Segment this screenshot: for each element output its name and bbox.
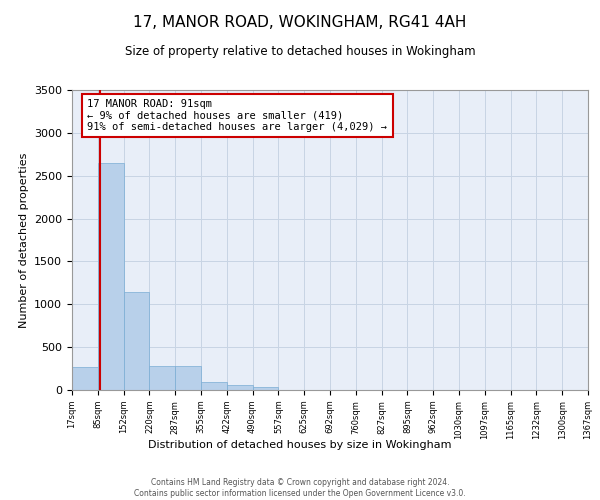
- Text: Contains HM Land Registry data © Crown copyright and database right 2024.
Contai: Contains HM Land Registry data © Crown c…: [134, 478, 466, 498]
- Bar: [98, 163, 124, 390]
- Bar: [149, 366, 175, 390]
- Text: 17 MANOR ROAD: 91sqm
← 9% of detached houses are smaller (419)
91% of semi-detac: 17 MANOR ROAD: 91sqm ← 9% of detached ho…: [88, 99, 388, 132]
- Text: Size of property relative to detached houses in Wokingham: Size of property relative to detached ho…: [125, 45, 475, 58]
- Bar: [253, 387, 278, 390]
- Bar: [72, 367, 98, 390]
- Bar: [124, 292, 149, 390]
- Bar: [201, 382, 227, 390]
- Y-axis label: Number of detached properties: Number of detached properties: [19, 152, 29, 328]
- Bar: [227, 386, 253, 390]
- Bar: [175, 366, 201, 390]
- Text: 17, MANOR ROAD, WOKINGHAM, RG41 4AH: 17, MANOR ROAD, WOKINGHAM, RG41 4AH: [133, 15, 467, 30]
- Text: Distribution of detached houses by size in Wokingham: Distribution of detached houses by size …: [148, 440, 452, 450]
